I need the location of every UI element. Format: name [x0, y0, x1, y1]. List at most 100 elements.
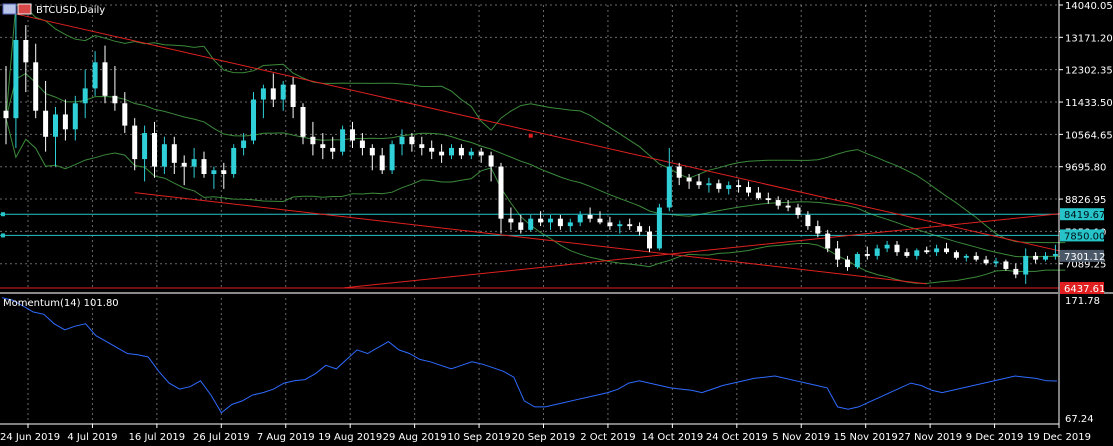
candle-body — [181, 162, 187, 167]
candle-body — [399, 136, 405, 145]
candle-body — [379, 155, 385, 171]
time-tick-label: 14 Oct 2019 — [641, 432, 703, 443]
time-tick-label: 16 Jul 2019 — [129, 432, 186, 443]
candle-body — [597, 218, 603, 223]
chart-window-icon-flag — [17, 3, 32, 15]
candle-body — [736, 185, 742, 188]
candle-body — [270, 88, 276, 100]
candle-body — [765, 198, 771, 201]
candle-body — [1013, 268, 1019, 275]
hline-upper-handle — [1, 212, 5, 217]
momentum-axis-top: 171.78 — [1065, 296, 1100, 307]
hline-label-upper-text: 8419.67 — [1064, 210, 1105, 221]
candle-body — [369, 147, 375, 156]
price-tick-label: 8826.95 — [1065, 195, 1106, 206]
candle-body — [231, 147, 237, 175]
price-tick-label: 9695.80 — [1065, 163, 1106, 174]
candle-body — [973, 255, 979, 260]
candle-body — [409, 136, 415, 145]
candle-body — [607, 222, 613, 227]
candle-body — [983, 259, 989, 264]
time-tick-label: 4 Jul 2019 — [67, 432, 117, 443]
candle-body — [864, 254, 870, 256]
hline-label-upper-box — [1060, 208, 1104, 221]
candle-body — [251, 99, 256, 141]
candle-body — [92, 62, 98, 89]
chart-window-icon[interactable] — [2, 3, 17, 15]
support-label-box — [1060, 282, 1104, 294]
candle-body — [458, 147, 464, 156]
candle-body — [518, 222, 524, 230]
candle-body — [290, 84, 296, 107]
candle-body — [656, 207, 662, 249]
candle-body — [805, 214, 811, 227]
candle-body — [617, 224, 623, 227]
time-tick-label: 20 Sep 2019 — [512, 432, 575, 443]
candle-body — [706, 183, 712, 186]
momentum-axis-bottom: 67.24 — [1065, 414, 1094, 425]
candle-body — [696, 181, 702, 186]
candle-body — [508, 218, 514, 223]
price-tick-label: 10564.65 — [1065, 130, 1113, 141]
candle-body — [3, 110, 9, 119]
bollinger-bands — [5, 4, 1066, 284]
candle-body — [587, 214, 593, 219]
candle-body — [191, 159, 197, 167]
candle-body — [102, 62, 108, 96]
hline-label-lower: 7850.00 — [1060, 229, 1105, 242]
price-tick-label: 13171.20 — [1065, 33, 1113, 44]
candle-body — [953, 252, 959, 258]
candle-body — [161, 144, 167, 167]
candle-body — [439, 151, 445, 156]
time-tick-label: 29 Aug 2019 — [383, 432, 447, 443]
candle-body — [686, 177, 692, 182]
candle-body — [567, 222, 573, 227]
candle-body — [171, 144, 177, 163]
candle-body — [112, 95, 118, 104]
candle-body — [934, 248, 940, 253]
candle-body — [468, 151, 474, 156]
candle-body — [33, 62, 39, 111]
candle-body — [53, 114, 58, 137]
candle-body — [340, 129, 346, 152]
candle-body — [122, 103, 128, 126]
candle-body — [993, 261, 999, 264]
hline-label-lower-box — [1060, 229, 1104, 242]
candle-body — [43, 110, 49, 137]
candle-body — [726, 185, 732, 189]
price-tick-label: 12302.35 — [1065, 66, 1113, 77]
candle-body — [815, 226, 821, 234]
candle-body — [498, 166, 504, 219]
trendline-lower — [134, 192, 927, 285]
candle-body — [132, 125, 138, 160]
candle-body — [211, 170, 217, 175]
candle-body — [82, 88, 88, 104]
candle-body — [350, 129, 355, 141]
candle-body — [904, 252, 910, 256]
candle-body — [914, 250, 920, 256]
candle-body — [577, 214, 583, 223]
candle-body — [1033, 255, 1039, 260]
candle-body — [72, 103, 78, 130]
candle-body — [746, 187, 751, 193]
last-price-label-box — [1060, 249, 1104, 262]
candle-body — [528, 218, 534, 230]
price-tick-label: 11433.50 — [1065, 98, 1113, 109]
candle-body — [419, 144, 425, 148]
time-tick-label: 19 Aug 2019 — [318, 432, 382, 443]
candle-body — [310, 136, 316, 145]
momentum-line — [1, 297, 1058, 414]
candle-body — [795, 207, 801, 215]
last-price-label-text: 7301.12 — [1064, 252, 1105, 263]
momentum-title: Momentum(14) 101.80 — [3, 298, 119, 309]
last-price-label: 7301.12 — [1060, 249, 1105, 263]
candle-body — [152, 133, 157, 167]
candle-body — [627, 224, 633, 227]
candle-body — [825, 233, 831, 249]
candles — [3, 5, 1068, 284]
candle-body — [557, 218, 563, 227]
candle-body — [359, 140, 365, 148]
trendline-rising — [342, 212, 1066, 289]
support-label: 6437.61 — [1060, 282, 1105, 295]
